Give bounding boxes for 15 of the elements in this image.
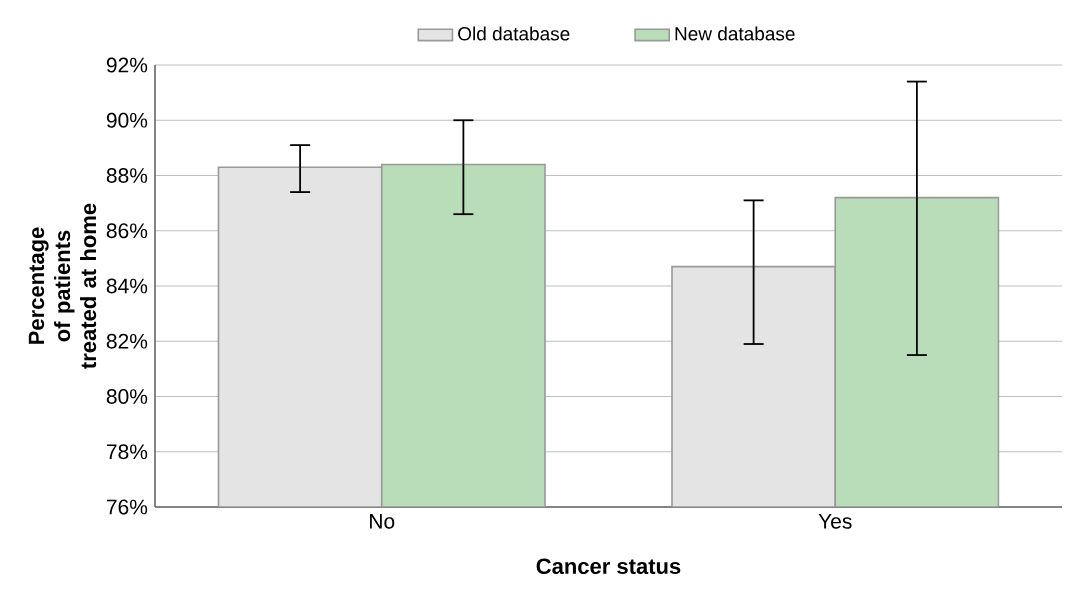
x-tick-label: Yes (818, 514, 852, 529)
y-tick-label: 92% (106, 57, 148, 73)
x-axis-title: Cancer status (536, 558, 681, 575)
legend-label: Old database (458, 26, 570, 41)
y-tick-label: 84% (106, 278, 148, 294)
y-axis-title: Percentage of patients treated at home (28, 203, 97, 369)
legend-label: New database (675, 26, 795, 41)
y-tick-label: 76% (106, 499, 148, 515)
y-tick-label: 90% (106, 112, 148, 128)
y-tick-label: 78% (106, 444, 148, 460)
y-tick-label: 80% (106, 389, 148, 404)
y-tick-label: 88% (106, 168, 148, 183)
y-tick-label: 82% (106, 333, 148, 349)
x-tick-label: No (370, 514, 395, 529)
y-tick-label: 86% (106, 223, 148, 239)
